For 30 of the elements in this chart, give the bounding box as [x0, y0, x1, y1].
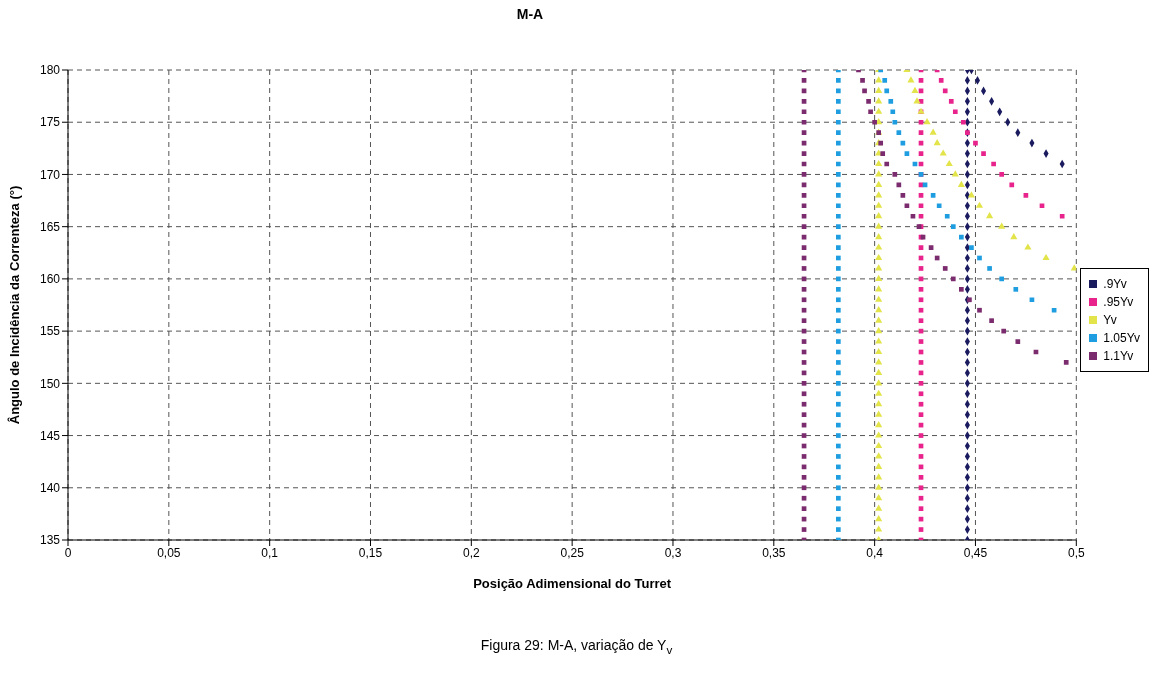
y-tick-label: 155 — [39, 324, 61, 339]
y-tick-label: 145 — [39, 428, 61, 443]
x-tick-label: 0,05 — [157, 545, 181, 560]
legend-label: .9Yv — [1103, 277, 1127, 291]
chart-title: M-A — [515, 6, 545, 22]
y-axis-title: Ângulo de Incidência da Correnteza (°) — [6, 185, 22, 425]
x-tick-label: 0,45 — [963, 545, 988, 560]
legend-label: .95Yv — [1103, 295, 1134, 309]
legend-label: 1.1Yv — [1103, 349, 1134, 363]
x-tick-label: 0,3 — [664, 545, 682, 560]
y-tick-label: 150 — [39, 376, 61, 391]
x-axis-title: Posição Adimensional do Turret — [473, 576, 672, 591]
x-tick-label: 0,25 — [560, 545, 585, 560]
legend-label: 1.05Yv — [1103, 331, 1140, 345]
y-tick-label: 175 — [39, 115, 61, 130]
x-tick-label: 0 — [64, 545, 72, 560]
x-tick-label: 0,2 — [462, 545, 480, 560]
text: Figura 29: M-A, variação de Y$_{v}$ — [479, 636, 674, 658]
x-tick-label: 0,35 — [762, 545, 786, 560]
y-tick-label: 160 — [39, 272, 61, 287]
x-tick-label: 0,5 — [1067, 545, 1085, 560]
x-tick-label: 0,15 — [358, 545, 383, 560]
y-tick-label: 180 — [39, 63, 61, 78]
x-tick-label: 0,4 — [866, 545, 884, 560]
y-tick-label: 165 — [39, 219, 61, 234]
legend-label: Yv — [1103, 313, 1117, 327]
y-tick-label: 140 — [39, 481, 61, 496]
y-tick-label: 170 — [39, 167, 61, 182]
x-tick-label: 0,1 — [261, 545, 279, 560]
y-tick-label: 135 — [39, 533, 61, 548]
